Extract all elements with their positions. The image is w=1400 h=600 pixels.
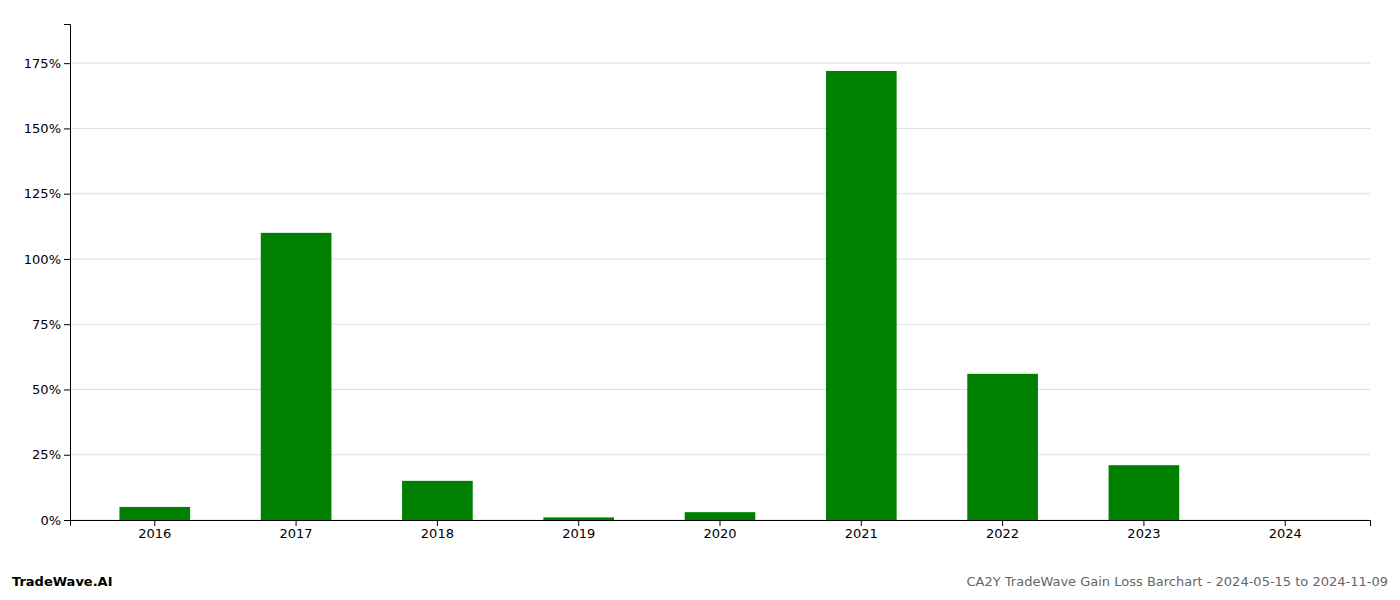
y-tick-mark <box>64 324 70 325</box>
bar <box>402 481 473 520</box>
y-axis-line <box>64 25 71 521</box>
x-axis: 2016 2017 2018 2019 2020 2021 2022 2023 2024 <box>71 520 1371 541</box>
y-tick: 150% <box>24 121 70 136</box>
x-tick-label: 2021 <box>845 526 878 541</box>
y-tick-mark <box>64 194 70 195</box>
grid-line <box>70 128 1370 129</box>
x-tick: 2021 <box>845 520 878 541</box>
bar <box>261 233 332 520</box>
y-tick-mark <box>64 455 70 456</box>
x-tick-mark <box>861 520 862 526</box>
title: CA2Y TradeWave Gain Loss Barchart - 2024… <box>967 574 1389 589</box>
y-tick-mark <box>64 389 70 390</box>
x-tick-mark <box>578 520 579 526</box>
x-tick-mark <box>1002 520 1003 526</box>
chart-container: 0%25%50%75%100%125%150%175%2016201720182… <box>0 0 1400 600</box>
x-tick-label: 2017 <box>280 526 313 541</box>
y-tick-label: 75% <box>32 317 61 332</box>
x-tick-label: 2023 <box>1127 526 1160 541</box>
x-tick: 2023 <box>1127 520 1160 541</box>
x-tick-mark <box>296 520 297 526</box>
y-tick-label: 0% <box>40 513 61 528</box>
x-tick: 2016 <box>138 520 171 541</box>
grid-line <box>70 193 1370 194</box>
x-tick-mark <box>1143 520 1144 526</box>
y-tick: 125% <box>24 186 70 201</box>
y-tick: 50% <box>32 382 70 397</box>
plot: 0%25%50%75%100%125%150%175%2016201720182… <box>24 25 1371 542</box>
grid <box>70 63 1370 520</box>
chart-svg: 0%25%50%75%100%125%150%175%2016201720182… <box>0 0 1400 600</box>
x-tick-mark <box>154 520 155 526</box>
bar <box>967 374 1038 520</box>
x-tick-mark <box>1285 520 1286 526</box>
y-tick: 25% <box>32 447 70 462</box>
x-tick-label: 2016 <box>138 526 171 541</box>
bar <box>685 512 756 520</box>
x-axis-line <box>71 521 1371 527</box>
y-tick-mark <box>64 259 70 260</box>
y-axis: 0% 25% 50% 75% 100% 125% 150% 175% <box>24 25 71 528</box>
y-tick: 0% <box>40 513 70 528</box>
bar <box>119 507 190 520</box>
y-tick-label: 25% <box>32 447 61 462</box>
x-tick: 2018 <box>421 520 454 541</box>
y-tick-mark <box>64 520 70 521</box>
bars <box>119 71 1179 520</box>
x-tick-label: 2022 <box>986 526 1019 541</box>
x-tick: 2019 <box>562 520 595 541</box>
bar <box>826 71 897 520</box>
bar <box>1250 520 1321 521</box>
y-tick: 175% <box>24 56 70 71</box>
x-tick-label: 2019 <box>562 526 595 541</box>
x-tick: 2017 <box>280 520 313 541</box>
y-tick-mark <box>64 128 70 129</box>
y-tick-mark <box>64 63 70 64</box>
y-tick-label: 150% <box>24 121 61 136</box>
x-tick-label: 2018 <box>421 526 454 541</box>
y-tick-label: 125% <box>24 186 61 201</box>
x-tick: 2020 <box>703 520 736 541</box>
grid-line <box>70 63 1370 64</box>
x-tick-label: 2024 <box>1269 526 1302 541</box>
y-tick: 100% <box>24 252 70 267</box>
x-tick-mark <box>720 520 721 526</box>
x-tick: 2022 <box>986 520 1019 541</box>
y-tick-label: 50% <box>32 382 61 397</box>
y-tick-label: 175% <box>24 56 61 71</box>
footer-left: TradeWave.AI <box>12 574 113 589</box>
bar <box>1109 465 1180 520</box>
y-tick: 75% <box>32 317 70 332</box>
x-tick-mark <box>437 520 438 526</box>
bar <box>543 517 614 520</box>
x-tick: 2024 <box>1269 520 1302 541</box>
x-tick-label: 2020 <box>703 526 736 541</box>
y-tick-label: 100% <box>24 252 61 267</box>
